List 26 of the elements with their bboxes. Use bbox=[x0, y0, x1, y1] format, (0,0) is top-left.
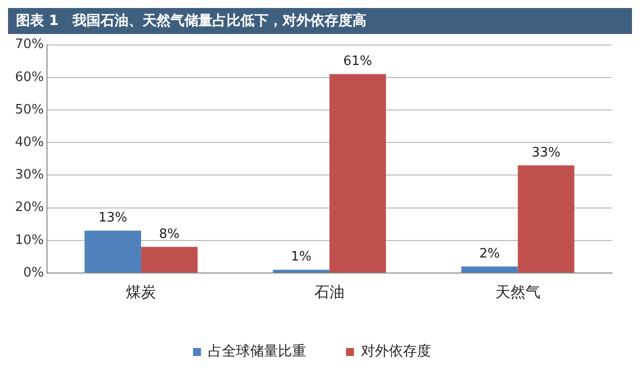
y-tick-label: 40% bbox=[14, 134, 44, 150]
bar bbox=[141, 246, 198, 272]
data-label: 1% bbox=[290, 250, 312, 265]
data-label: 61% bbox=[343, 54, 372, 70]
y-tick-label: 20% bbox=[14, 200, 44, 216]
x-tick-label: 天然气 bbox=[495, 282, 540, 301]
chart-title: 图表 1 我国石油、天然气储量占比低下，对外依存度高 bbox=[8, 8, 632, 34]
bar bbox=[461, 266, 518, 272]
legend-label: 占全球储量比重 bbox=[208, 344, 306, 360]
x-tick-label: 煤炭 bbox=[126, 282, 156, 301]
y-tick-label: 50% bbox=[14, 102, 44, 118]
bar bbox=[84, 230, 142, 272]
x-tick-label: 石油 bbox=[314, 282, 344, 301]
data-label: 13% bbox=[98, 210, 128, 226]
bar bbox=[518, 165, 574, 272]
bar bbox=[272, 270, 330, 272]
y-tick-label: 70% bbox=[14, 37, 44, 52]
y-tick-label: 0% bbox=[23, 265, 44, 280]
legend-label: 对外依存度 bbox=[361, 344, 431, 360]
data-label: 33% bbox=[532, 145, 561, 160]
y-tick-label: 30% bbox=[14, 168, 44, 183]
data-label: 8% bbox=[159, 226, 180, 242]
y-tick-label: 10% bbox=[14, 232, 44, 248]
bar bbox=[329, 74, 386, 272]
y-tick-label: 60% bbox=[14, 70, 44, 85]
data-label: 2% bbox=[479, 246, 500, 262]
